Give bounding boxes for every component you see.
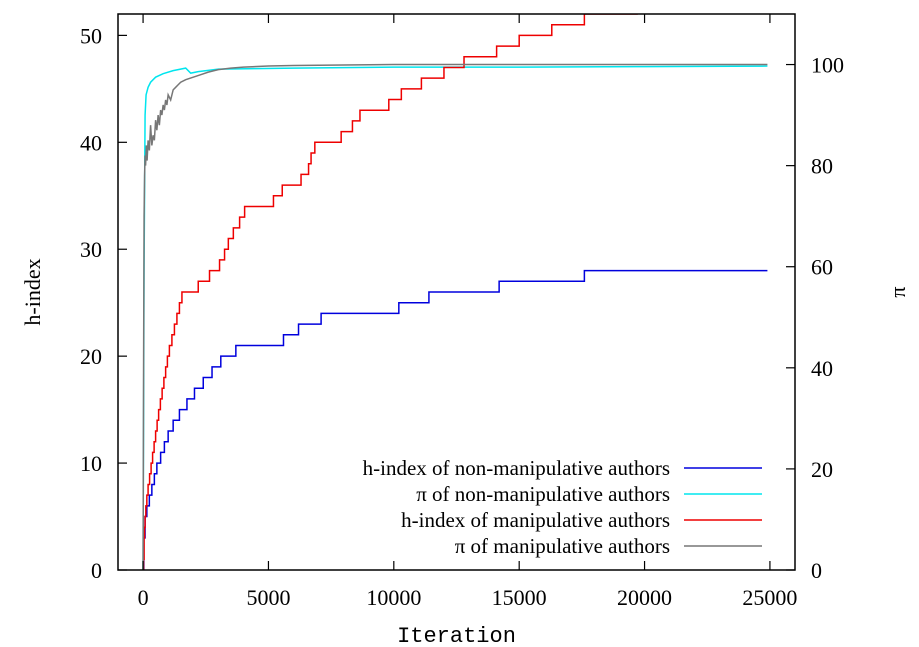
legend-label: h-index of non-manipulative authors: [363, 456, 670, 480]
x-axis-title: Iteration: [397, 624, 516, 647]
y-tick-label: 10: [80, 451, 102, 476]
series-line-2: [142, 65, 768, 570]
series-line-4: [142, 63, 768, 570]
y-axis-title: h-index: [20, 258, 45, 325]
y-tick-label: 30: [80, 237, 102, 262]
x-tick-label: 5000: [246, 585, 290, 610]
y2-tick-label: 0: [811, 558, 822, 583]
series-line-1: [143, 269, 768, 570]
y2-tick-label: 100: [811, 53, 844, 78]
y-tick-label: 50: [80, 23, 102, 48]
y2-tick-label: 40: [811, 356, 833, 381]
x-tick-label: 10000: [366, 585, 421, 610]
y2-axis-title: π: [885, 286, 910, 297]
y-tick-label: 40: [80, 130, 102, 155]
x-tick-label: 0: [138, 585, 149, 610]
x-tick-label: 20000: [617, 585, 672, 610]
y-tick-label: 20: [80, 344, 102, 369]
x-tick-label: 15000: [492, 585, 547, 610]
y2-tick-label: 80: [811, 154, 833, 179]
x-tick-label: 25000: [742, 585, 797, 610]
legend-label: π of non-manipulative authors: [416, 482, 670, 506]
series-layer: [142, 14, 768, 570]
plot-frame: [117, 13, 796, 571]
legend-label: h-index of manipulative authors: [401, 508, 670, 532]
ticks-layer: 0 5000 10000 15000 20000 25000 0 10 20 30 40 50 0 20 4…: [80, 14, 844, 610]
y2-tick-label: 20: [811, 457, 833, 482]
y-tick-label: 0: [91, 558, 102, 583]
y2-tick-label: 60: [811, 255, 833, 280]
legend-label: π of manipulative authors: [455, 534, 670, 558]
